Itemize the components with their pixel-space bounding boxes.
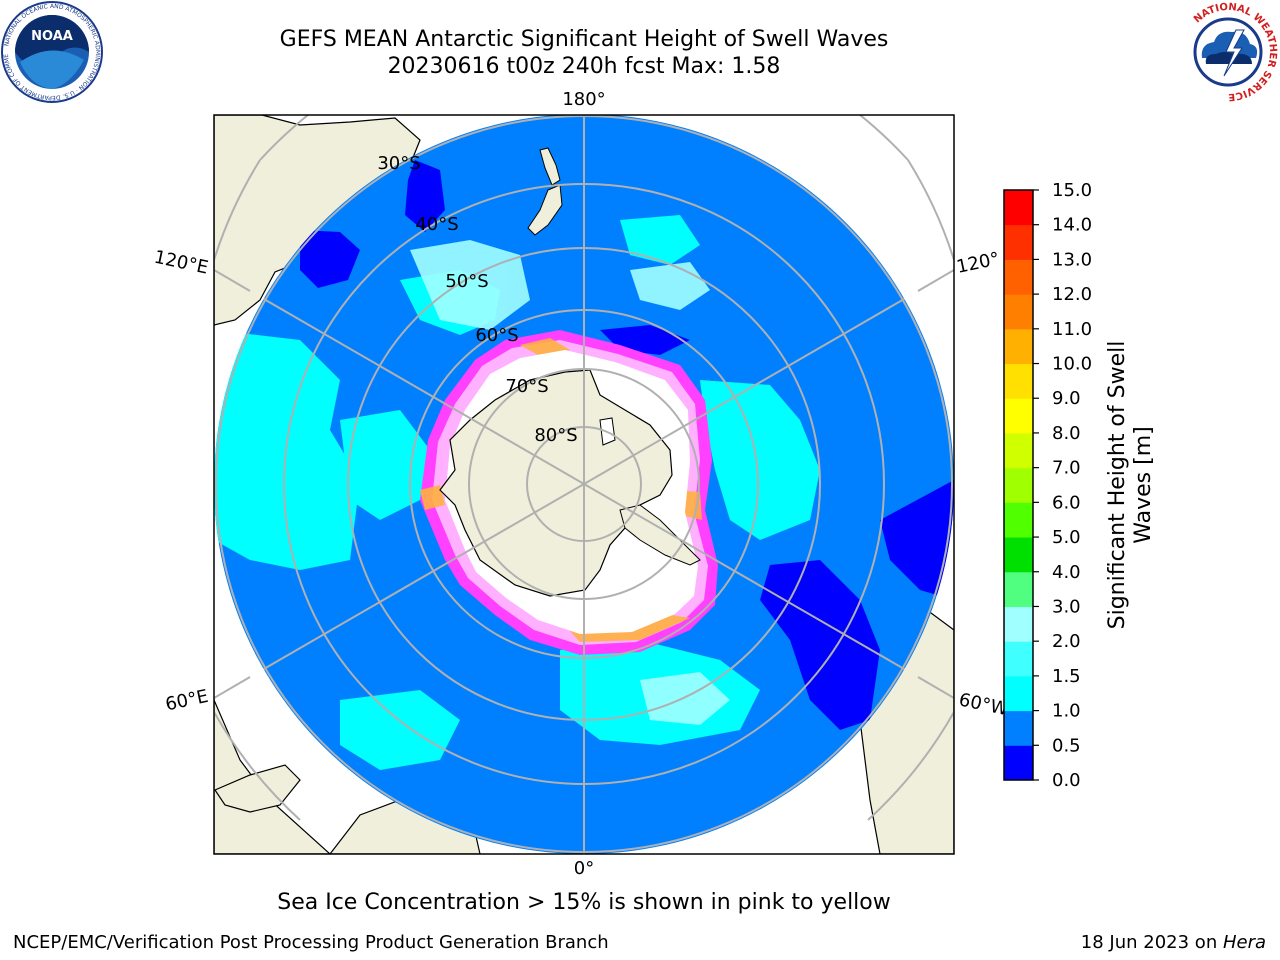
colorbar-tick-label: 7.0 — [1052, 458, 1081, 479]
lat-label-70s: 70°S — [505, 376, 548, 397]
lat-label-60s: 60°S — [475, 325, 518, 346]
lat-label-30s: 30°S — [377, 153, 420, 174]
colorbar-segment — [1004, 328, 1033, 365]
colorbar-tick-label: 13.0 — [1052, 249, 1092, 270]
lon-label-upper-right: 120° — [955, 248, 1002, 278]
footer-date-text: 18 Jun 2023 on — [1080, 932, 1223, 953]
nws-logo: NATIONAL WEATHER SERVICE — [1179, 2, 1278, 102]
colorbar-tick-label: 0.0 — [1052, 770, 1081, 791]
lon-label-lower-left: 60°E — [164, 686, 211, 716]
lon-label-upper-left: 120°E — [152, 247, 210, 279]
graticule — [215, 115, 953, 854]
lon-label-top: 180° — [562, 89, 605, 110]
noaa-logo-text: NOAA — [31, 29, 73, 44]
map-frame — [213, 114, 955, 855]
colorbar-segment — [1004, 537, 1033, 573]
colorbar-tick-label: 3.0 — [1052, 596, 1081, 617]
colorbar-segment — [1004, 398, 1033, 434]
colorbar-segment — [1004, 745, 1033, 781]
sea-ice-note: Sea Ice Concentration > 15% is shown in … — [277, 890, 891, 915]
colorbar-segment — [1004, 571, 1033, 607]
colorbar-tick-label: 4.0 — [1052, 562, 1081, 583]
colorbar-label-line2: Waves [m] — [1131, 426, 1156, 543]
colorbar-segment — [1004, 432, 1033, 469]
footer-credit: NCEP/EMC/Verification Post Processing Pr… — [13, 932, 609, 953]
colorbar-tick-label: 10.0 — [1052, 354, 1092, 375]
colorbar-segment — [1004, 641, 1033, 677]
colorbar-segment — [1004, 606, 1033, 642]
colorbar-segment — [1004, 363, 1033, 399]
chart-title: GEFS MEAN Antarctic Significant Height o… — [279, 27, 889, 52]
colorbar-tick-label: 11.0 — [1052, 319, 1092, 340]
colorbar-tick-label: 5.0 — [1052, 527, 1081, 548]
colorbar-segment — [1004, 502, 1033, 538]
colorbar-frame — [1003, 189, 1034, 781]
footer-date: 18 Jun 2023 on Hera — [1081, 932, 1266, 953]
colorbar-segment — [1004, 467, 1033, 503]
colorbar-tick-label: 14.0 — [1052, 215, 1092, 236]
lon-label-lower-right: 60°W — [957, 689, 1010, 720]
colorbar-segment — [1004, 190, 1033, 226]
colorbar-tick-label: 1.5 — [1052, 666, 1081, 687]
colorbar-tick-label: 12.0 — [1052, 284, 1092, 305]
colorbar-tick-label: 1.0 — [1052, 701, 1081, 722]
lat-label-40s: 40°S — [415, 214, 458, 235]
lat-label-50s: 50°S — [445, 271, 488, 292]
colorbar-segment — [1004, 294, 1033, 330]
colorbar-segment — [1004, 675, 1033, 712]
colorbar-segment — [1004, 710, 1033, 746]
colorbar-segment — [1004, 224, 1033, 260]
ocean-disk — [214, 115, 954, 854]
colorbar-tick-label: 6.0 — [1052, 492, 1081, 513]
lon-label-bottom: 0° — [574, 858, 594, 879]
colorbar-tick-label: 15.0 — [1052, 180, 1092, 201]
footer-machine: Hera — [1222, 932, 1266, 953]
colorbar-tick-label: 2.0 — [1052, 631, 1081, 652]
colorbar-label-line1: Significant Height of Swell — [1105, 341, 1130, 630]
lat-label-80s: 80°S — [534, 425, 577, 446]
colorbar-segment — [1004, 259, 1033, 295]
colorbar: 0.0 0.5 1.0 1.5 2.0 3.0 4.0 5.0 6.0 7.0 8.0 9.0 10.0… — [1003, 180, 1092, 791]
colorbar-tick-label: 9.0 — [1052, 388, 1081, 409]
chart-subtitle: 20230616 t00z 240h fcst Max: 1.58 — [387, 54, 781, 79]
colorbar-tick-label: 8.0 — [1052, 423, 1081, 444]
noaa-logo: NOAA NATIONAL OCEANIC AND ATMOSPHERIC AD… — [0, 0, 103, 103]
colorbar-tick-label: 0.5 — [1052, 735, 1081, 756]
